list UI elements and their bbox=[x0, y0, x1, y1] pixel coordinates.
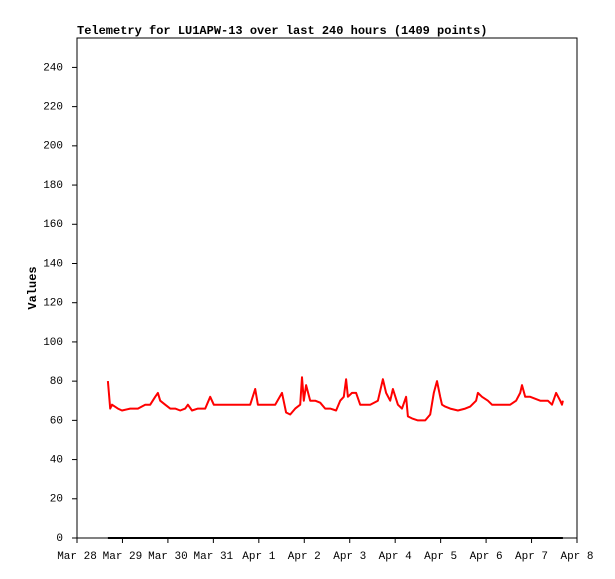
series-line bbox=[106, 376, 564, 422]
chart-title: Telemetry for LU1APW-13 over last 240 ho… bbox=[77, 24, 487, 38]
y-tick-label: 80 bbox=[50, 376, 63, 388]
x-tick-label: Apr 2 bbox=[288, 551, 321, 563]
x-tick-label: Mar 28 bbox=[57, 551, 97, 563]
y-tick-label: 200 bbox=[43, 141, 63, 153]
y-tick-label: 120 bbox=[43, 298, 63, 310]
x-tick-label: Apr 1 bbox=[242, 551, 275, 563]
y-tick-label: 20 bbox=[50, 494, 63, 506]
x-tick-label: Apr 3 bbox=[333, 551, 366, 563]
y-tick-label: 140 bbox=[43, 258, 63, 270]
x-tick-label: Apr 4 bbox=[379, 551, 412, 563]
x-tick-label: Mar 29 bbox=[103, 551, 143, 563]
plot-frame bbox=[76, 37, 578, 539]
y-tick-label: 60 bbox=[50, 415, 63, 427]
x-tick-label: Mar 31 bbox=[194, 551, 234, 563]
y-tick-label: 240 bbox=[43, 62, 63, 74]
x-tick-label: Apr 5 bbox=[424, 551, 457, 563]
y-tick-label: 220 bbox=[43, 102, 63, 114]
y-tick-label: 160 bbox=[43, 219, 63, 231]
x-tick-label: Apr 7 bbox=[515, 551, 548, 563]
x-tick-label: Apr 8 bbox=[560, 551, 593, 563]
y-tick-label: 40 bbox=[50, 454, 63, 466]
x-tick-label: Mar 30 bbox=[148, 551, 188, 563]
y-tick-label: 180 bbox=[43, 180, 63, 192]
y-tick-label: 0 bbox=[56, 533, 63, 545]
x-tick-label: Apr 6 bbox=[470, 551, 503, 563]
y-axis-label: Values bbox=[26, 266, 40, 309]
y-tick-label: 100 bbox=[43, 337, 63, 349]
